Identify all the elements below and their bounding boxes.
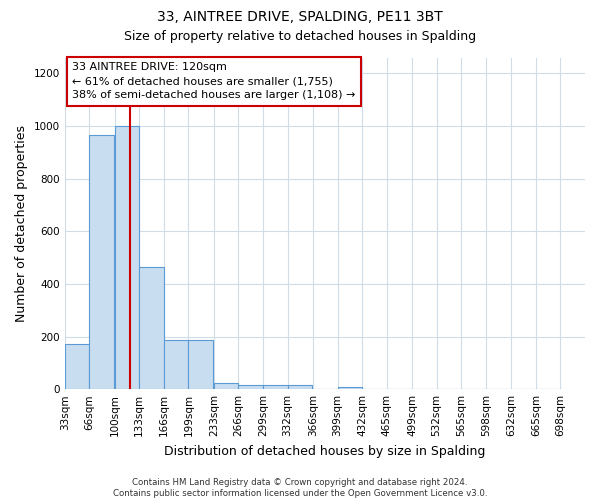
Bar [139,267,164,389]
Text: Size of property relative to detached houses in Spalding: Size of property relative to detached ho… [124,30,476,43]
Bar [238,385,263,389]
Text: 33, AINTREE DRIVE, SPALDING, PE11 3BT: 33, AINTREE DRIVE, SPALDING, PE11 3BT [157,10,443,24]
Bar [214,382,238,389]
Bar [115,126,139,389]
Y-axis label: Number of detached properties: Number of detached properties [15,125,28,322]
Bar [287,385,312,389]
X-axis label: Distribution of detached houses by size in Spalding: Distribution of detached houses by size … [164,444,485,458]
Bar [263,385,287,389]
Bar [89,135,114,389]
Text: Contains HM Land Registry data © Crown copyright and database right 2024.
Contai: Contains HM Land Registry data © Crown c… [113,478,487,498]
Text: 33 AINTREE DRIVE: 120sqm
← 61% of detached houses are smaller (1,755)
38% of sem: 33 AINTREE DRIVE: 120sqm ← 61% of detach… [73,62,356,100]
Bar [338,386,362,389]
Bar [164,340,188,389]
Bar [65,344,89,389]
Bar [188,340,213,389]
